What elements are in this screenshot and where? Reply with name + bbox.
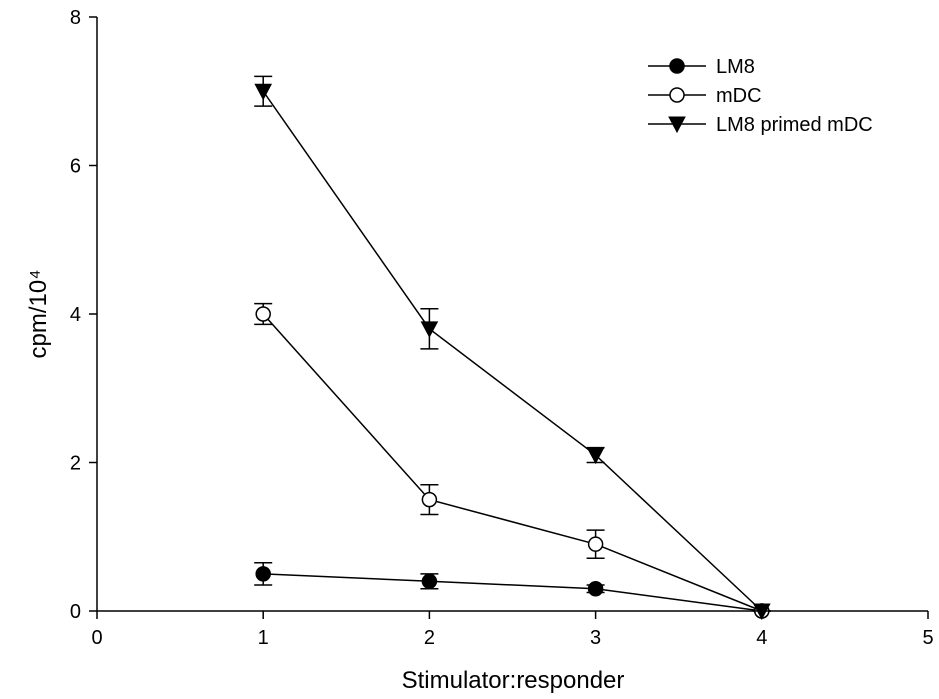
legend-label: mDC	[716, 85, 762, 107]
y-tick-label: 2	[70, 453, 81, 475]
data-point	[254, 83, 273, 101]
y-tick-label: 0	[70, 601, 81, 623]
series-line	[262, 90, 763, 612]
data-point	[255, 306, 271, 322]
x-tick-label: 0	[91, 627, 102, 649]
legend-marker	[669, 87, 685, 103]
legend-label: LM8	[716, 56, 755, 78]
x-tick-label: 5	[922, 627, 933, 649]
x-tick-label: 2	[424, 627, 435, 649]
series-line	[262, 313, 763, 612]
y-tick-label: 4	[70, 304, 81, 326]
legend-marker	[669, 58, 685, 74]
data-point	[255, 566, 271, 582]
x-axis-label: Stimulator:responder	[402, 667, 625, 694]
x-tick-label: 1	[258, 627, 269, 649]
series-line	[263, 573, 762, 612]
y-tick-label: 6	[70, 156, 81, 178]
legend-label: LM8 primed mDC	[716, 114, 873, 136]
data-point	[752, 603, 771, 621]
x-tick-label: 4	[756, 627, 767, 649]
x-tick-label: 3	[590, 627, 601, 649]
data-point	[587, 580, 604, 597]
data-point	[420, 321, 439, 338]
y-tick-label: 8	[70, 7, 81, 29]
data-point	[421, 573, 438, 590]
legend-marker	[668, 116, 686, 134]
data-point	[586, 447, 605, 465]
data-point	[421, 491, 438, 508]
data-point	[587, 536, 604, 552]
y-axis-label: cpm/10⁴	[25, 269, 52, 358]
